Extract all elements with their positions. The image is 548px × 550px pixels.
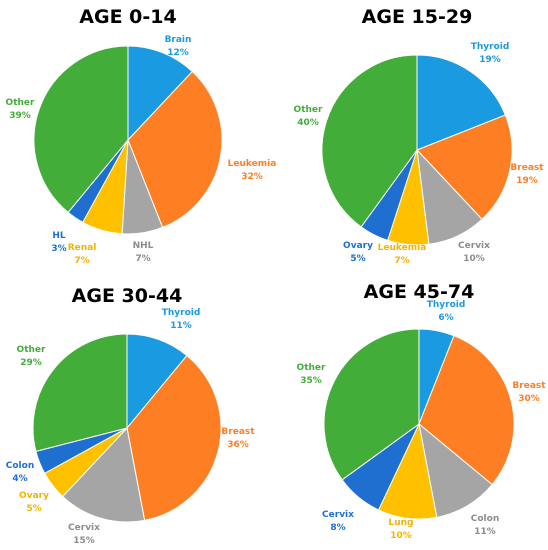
slice-value-ovary: 5% <box>26 504 41 514</box>
slice-value-cervix: 8% <box>330 523 345 533</box>
slice-label-nhl: NHL <box>133 241 154 251</box>
pie-slice-breast <box>416 114 513 220</box>
slice-value-nhl: 7% <box>135 254 150 264</box>
slice-label-colon: Colon <box>6 461 34 471</box>
chart-title: AGE 45-74 <box>364 281 475 303</box>
slice-label-other: Other <box>17 345 46 355</box>
pie-slice-cervix <box>61 426 146 523</box>
slice-value-cervix: 15% <box>73 536 95 546</box>
pie-slice-breast <box>418 335 515 486</box>
slice-label-brain: Brain <box>165 35 192 45</box>
pie-slice-thyroid <box>416 54 506 151</box>
slice-value-leukemia: 32% <box>241 172 263 182</box>
slice-label-renal: Renal <box>68 243 97 253</box>
slice-label-breast: Breast <box>510 163 544 173</box>
chart-title: AGE 0-14 <box>79 6 176 28</box>
pie-slice-breast <box>126 354 222 521</box>
slice-value-colon: 4% <box>12 474 27 484</box>
slice-label-thyroid: Thyroid <box>471 42 510 52</box>
slice-value-other: 40% <box>297 118 319 128</box>
slice-value-thyroid: 6% <box>438 313 453 323</box>
slice-label-ovary: Ovary <box>19 491 49 501</box>
slice-label-cervix: Cervix <box>458 241 490 251</box>
slice-label-breast: Breast <box>512 381 546 391</box>
pie-slice-other <box>33 45 129 214</box>
pie-chart-age-15-29: AGE 15-29 Thyroid 19% Breast 19% Cervix 10% Leu… <box>294 6 545 266</box>
pie-slice-brain <box>127 45 194 142</box>
slice-label-ovary: Ovary <box>343 241 373 251</box>
slice-label-thyroid: Thyroid <box>162 308 201 318</box>
chart-title: AGE 30-44 <box>72 285 183 307</box>
pie-slice-thyroid <box>126 333 188 430</box>
slice-value-lung: 10% <box>390 531 412 541</box>
slice-value-renal: 7% <box>74 256 89 266</box>
pie-slice-other <box>323 328 420 481</box>
chart-title: AGE 15-29 <box>362 6 473 28</box>
slice-label-cervix: Cervix <box>68 523 100 533</box>
slice-value-colon: 11% <box>474 527 496 537</box>
slice-value-other: 35% <box>300 376 322 386</box>
pie-slice-leukemia <box>127 70 223 229</box>
slice-value-breast: 30% <box>518 394 540 404</box>
slice-label-colon: Colon <box>471 514 499 524</box>
slice-label-other: Other <box>294 105 323 115</box>
slice-value-brain: 12% <box>167 48 189 58</box>
slice-value-ovary: 5% <box>350 254 365 264</box>
slice-label-hl: HL <box>52 231 66 241</box>
slice-label-leukemia: Leukemia <box>378 243 427 253</box>
slice-label-leukemia: Leukemia <box>228 159 277 169</box>
slice-value-cervix: 10% <box>463 254 485 264</box>
slice-label-breast: Breast <box>221 427 255 437</box>
pie-slice-colon <box>418 422 493 518</box>
pie-chart-age-0-14: AGE 0-14 Brain 12% Leukemia 32% NHL 7% Renal 7% H… <box>6 6 277 266</box>
slice-value-breast: 19% <box>516 176 538 186</box>
slice-label-other: Other <box>297 363 326 373</box>
slice-label-lung: Lung <box>389 518 414 528</box>
slice-value-breast: 36% <box>227 440 249 450</box>
slice-value-hl: 3% <box>51 244 66 254</box>
slice-label-thyroid: Thyroid <box>427 300 466 310</box>
pie-slice-other <box>321 54 418 228</box>
slice-value-leukemia: 7% <box>394 256 409 266</box>
slice-value-thyroid: 19% <box>479 55 501 65</box>
slice-value-thyroid: 11% <box>170 321 192 331</box>
slice-value-other: 29% <box>20 358 42 368</box>
slice-value-other: 39% <box>9 111 31 121</box>
pie-slice-other <box>32 333 128 452</box>
slice-label-cervix: Cervix <box>322 510 354 520</box>
slice-label-other: Other <box>6 98 35 108</box>
